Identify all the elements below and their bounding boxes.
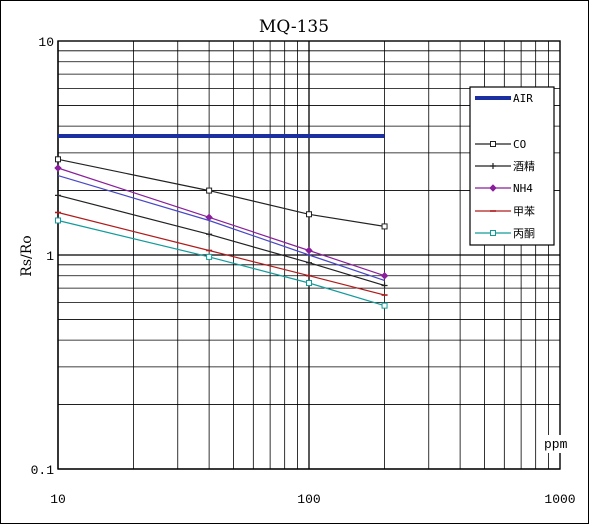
- y-tick-label: 10: [38, 35, 54, 50]
- square-marker: [381, 223, 388, 230]
- series-alcohol-line: [57, 194, 385, 287]
- y-axis-label: Rs/Ro: [19, 235, 35, 276]
- plus-marker: [381, 282, 388, 289]
- plus-marker: [306, 259, 312, 266]
- square-marker: [55, 217, 61, 224]
- square-marker: [490, 230, 496, 236]
- x-unit-label-group: ppm: [538, 435, 576, 453]
- unlabeled-series-group: [57, 175, 385, 282]
- diamond-marker: [380, 272, 389, 280]
- y-tick-label: 1: [46, 249, 54, 264]
- square-marker: [55, 156, 61, 163]
- series-layer: [54, 134, 389, 309]
- legend-label: CO: [513, 138, 526, 151]
- series-alcohol-group: [55, 192, 388, 289]
- x-tick-label: 100: [297, 492, 320, 507]
- series-acetone-line: [57, 219, 385, 307]
- legend-label: 丙酮: [513, 227, 535, 240]
- series-acetone-group: [55, 217, 388, 309]
- square-marker: [306, 279, 312, 286]
- legend-label: NH4: [513, 182, 533, 195]
- series-nh4-line: [57, 167, 385, 277]
- plot-frame: [57, 40, 561, 470]
- diamond-marker: [305, 246, 313, 255]
- legend-label: 酒精: [513, 160, 535, 173]
- square-marker: [490, 141, 496, 147]
- diamond-marker: [54, 164, 62, 172]
- series-co-line: [57, 158, 385, 227]
- square-marker: [206, 253, 213, 260]
- square-marker: [381, 302, 388, 309]
- x-tick-labels: 10 100 1000: [50, 492, 575, 507]
- plus-marker: [55, 192, 61, 199]
- chart-title: MQ-135: [259, 17, 329, 37]
- diamond-marker: [489, 184, 497, 192]
- series-co-group: [55, 156, 388, 230]
- legend-label: AIR: [513, 92, 533, 105]
- y-tick-label: 0.1: [31, 463, 55, 478]
- square-marker: [206, 187, 213, 194]
- x-tick-label: 1000: [544, 492, 575, 507]
- series-toluene-line: [57, 211, 385, 296]
- square-marker: [306, 211, 312, 218]
- plus-marker: [206, 231, 213, 238]
- plus-marker: [490, 163, 496, 169]
- y-tick-labels: 10 1 0.1: [31, 35, 55, 478]
- legend-label: 甲苯: [513, 204, 535, 218]
- unlabeled-series-line: [57, 175, 385, 282]
- series-nh4-group: [54, 164, 389, 280]
- x-axis-label: ppm: [544, 437, 568, 452]
- series-toluene-group: [55, 211, 388, 296]
- x-tick-label: 10: [50, 492, 66, 507]
